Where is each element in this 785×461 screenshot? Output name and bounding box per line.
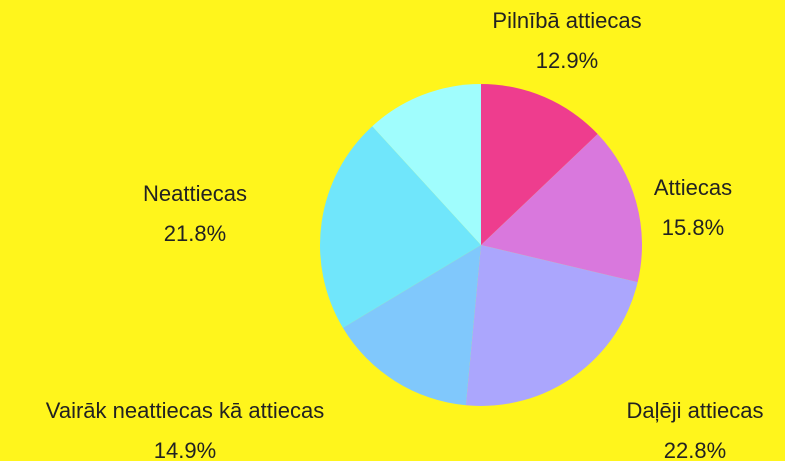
pie-slice [372, 84, 481, 245]
slice-value: 21.8% [164, 221, 226, 246]
slice-label: Attiecas [654, 175, 732, 200]
slice-value: 14.9% [154, 438, 216, 461]
slice-label: Daļēji attiecas [627, 398, 764, 423]
slice-label: Vairāk neattiecas kā attiecas [46, 398, 324, 423]
slice-value: 12.9% [536, 48, 598, 73]
slice-label: Neattiecas [143, 181, 247, 206]
pie-slice [465, 245, 638, 406]
pie-slice [342, 245, 481, 406]
pie-slice [481, 134, 642, 283]
slice-label: Pilnībā attiecas [492, 8, 641, 33]
pie-slice [320, 126, 481, 328]
slice-value: 15.8% [662, 215, 724, 240]
slice-value: 22.8% [664, 438, 726, 461]
pie-slice [481, 84, 598, 245]
